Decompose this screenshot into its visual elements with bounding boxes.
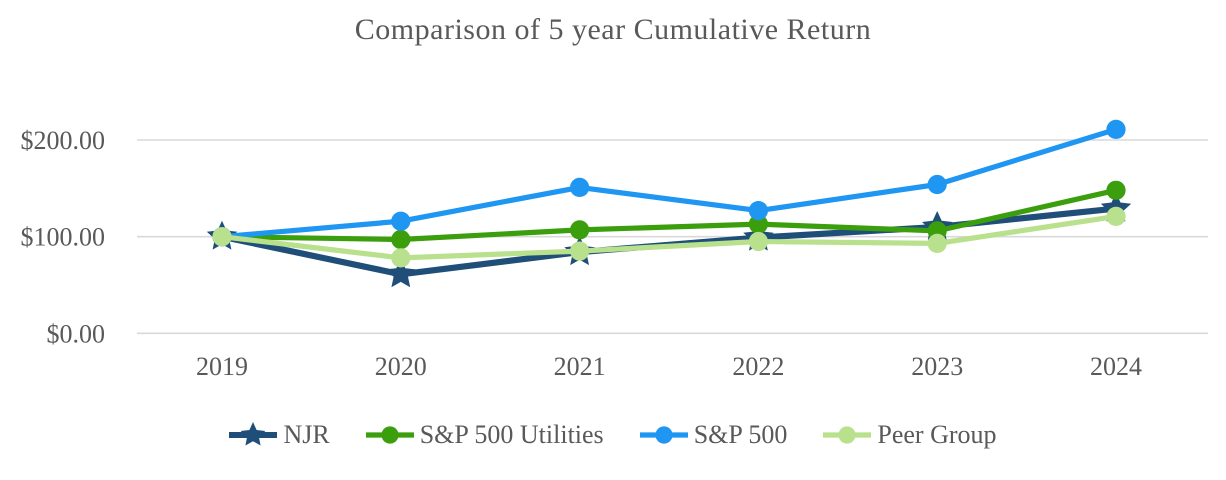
marker-circle-peer-group-2019: [212, 227, 232, 247]
marker-circle-s-p-500-utilities-2024: [1106, 180, 1126, 200]
marker-circle-s-p-500-2024: [1106, 119, 1126, 139]
legend-circle: [655, 426, 673, 444]
chart-legend: NJR S&P 500 Utilities S&P 500 Peer Group: [0, 418, 1226, 452]
legend-item-s-p-500-utilities: S&P 500 Utilities: [365, 418, 604, 452]
chart-title: Comparison of 5 year Cumulative Return: [354, 13, 872, 46]
x-axis-label-2019: 2019: [196, 352, 248, 381]
y-axis-label-0: $0.00: [47, 319, 106, 348]
marker-circle-s-p-500-utilities-2022: [748, 214, 769, 234]
legend-label-peer-group: Peer Group: [877, 420, 997, 449]
x-axis-label-2023: 2023: [911, 352, 963, 381]
marker-circle-s-p-500-2020: [391, 211, 411, 231]
x-axis-label-2024: 2024: [1090, 352, 1142, 381]
series-line-s-p-500: [221, 126, 1117, 240]
marker-circle-peer-group-2023: [927, 233, 947, 253]
legend-marker-peer-group-icon: [823, 426, 872, 444]
y-axis-label-100: $100.00: [21, 223, 106, 252]
legend-item-njr: NJR: [229, 418, 330, 452]
marker-circle-s-p-500-2023: [927, 174, 947, 195]
legend-marker-s-p-500-utilities-icon: [365, 426, 414, 444]
marker-circle-peer-group-2021: [570, 241, 590, 261]
legend-marker-s-p-500-icon: [639, 426, 688, 444]
marker-circle-s-p-500-2022: [748, 201, 769, 221]
legend-item-peer-group: Peer Group: [823, 418, 997, 452]
marker-circle-s-p-500-utilities-2021: [570, 220, 590, 240]
legend-label-njr: NJR: [283, 420, 330, 449]
legend-circle: [381, 426, 399, 444]
marker-circle-peer-group-2020: [391, 248, 411, 268]
series-line-s-p-500-utilities: [221, 187, 1117, 243]
marker-circle-peer-group-2022: [748, 231, 769, 252]
legend-circle: [838, 426, 856, 444]
legend-item-s-p-500: S&P 500: [639, 418, 788, 452]
marker-circle-peer-group-2024: [1106, 206, 1126, 226]
marker-circle-s-p-500-2021: [570, 177, 590, 197]
legend-marker-njr-icon: [229, 422, 278, 446]
legend-label-s-p-500-utilities: S&P 500 Utilities: [419, 420, 604, 449]
series-line-peer-group: [221, 213, 1117, 261]
marker-circle-s-p-500-utilities-2020: [391, 229, 411, 250]
y-axis-label-200: $200.00: [21, 126, 106, 155]
legend-star: [241, 422, 266, 446]
plot-area: $0.00 $100.00 $200.00 2019 2020 2021 2022 2023 2…: [21, 119, 1208, 381]
x-axis-label-2020: 2020: [375, 352, 427, 381]
x-axis-label-2022: 2022: [732, 352, 784, 381]
x-axis-label-2021: 2021: [554, 352, 606, 381]
legend-label-s-p-500: S&P 500: [693, 420, 788, 449]
marker-star-njr-2020: [385, 258, 416, 288]
